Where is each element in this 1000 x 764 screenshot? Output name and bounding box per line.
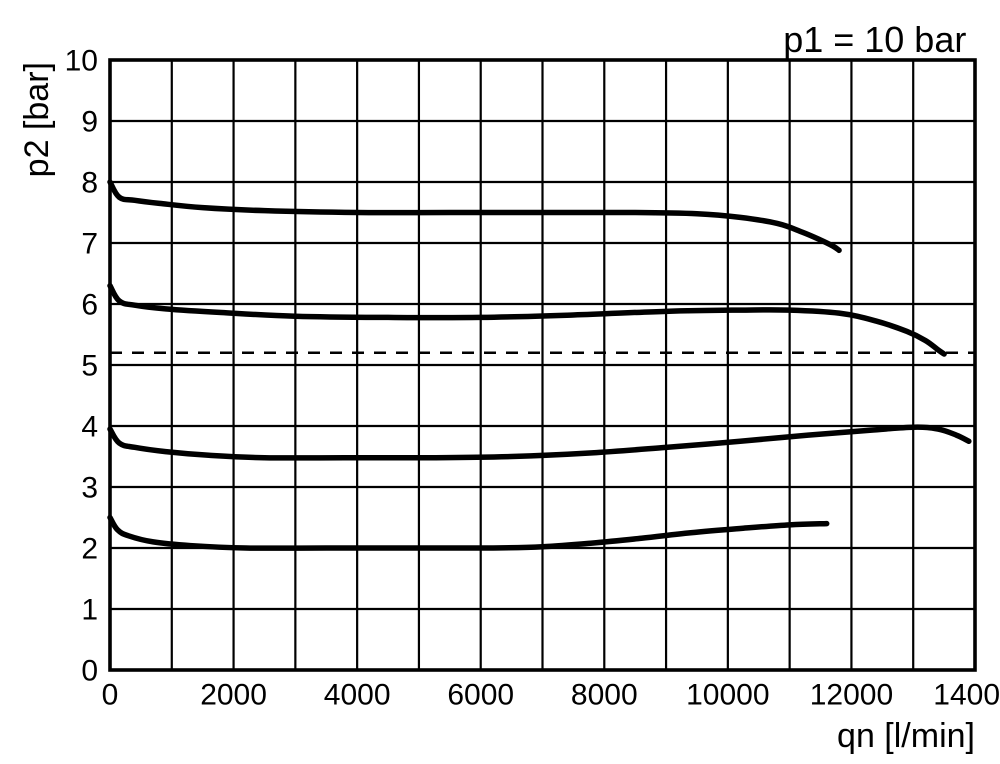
x-tick-label: 8000 xyxy=(571,679,638,712)
x-axis-label: qn [l/min] xyxy=(837,717,975,755)
x-tick-label: 14000 xyxy=(933,679,1000,712)
y-tick-label: 8 xyxy=(81,167,98,200)
y-tick-label: 3 xyxy=(81,472,98,505)
x-tick-label: 6000 xyxy=(447,679,514,712)
x-tick-label: 0 xyxy=(102,679,119,712)
y-tick-label: 0 xyxy=(81,655,98,688)
y-tick-label: 4 xyxy=(81,411,98,444)
y-tick-label: 10 xyxy=(65,45,98,78)
chart-background xyxy=(0,0,1000,764)
x-tick-label: 2000 xyxy=(200,679,267,712)
annotation-p1: p1 = 10 bar xyxy=(783,19,966,60)
y-tick-label: 7 xyxy=(81,228,98,261)
y-tick-label: 1 xyxy=(81,594,98,627)
chart-svg: 0 2000 4000 6000 8000 10000 12000 14000 0 1 2 3 4 5 6 7… xyxy=(0,0,1000,764)
y-tick-label: 2 xyxy=(81,533,98,566)
y-tick-label: 9 xyxy=(81,106,98,139)
x-tick-label: 4000 xyxy=(324,679,391,712)
x-tick-label: 12000 xyxy=(810,679,893,712)
y-tick-label: 6 xyxy=(81,289,98,322)
y-tick-label: 5 xyxy=(81,350,98,383)
x-tick-label: 10000 xyxy=(686,679,769,712)
pressure-flow-chart: 0 2000 4000 6000 8000 10000 12000 14000 0 1 2 3 4 5 6 7… xyxy=(0,0,1000,764)
y-axis-label: p2 [bar] xyxy=(18,62,56,177)
